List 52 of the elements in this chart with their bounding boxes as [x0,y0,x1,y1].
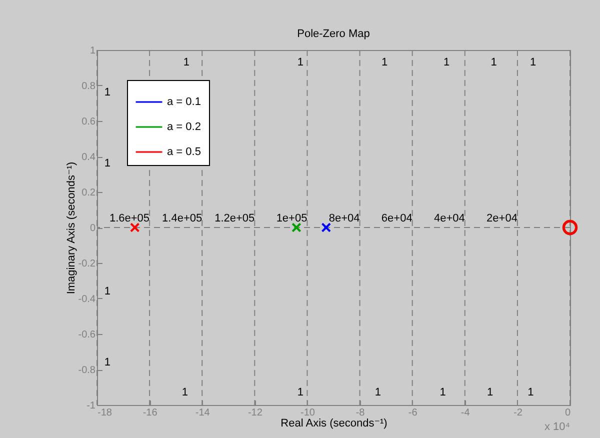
y-tick-label: 0.8 [82,81,96,92]
y-tick-label: -1 [86,400,96,412]
annotation: 1 [104,158,110,170]
annotation: 2e+04 [486,212,518,224]
x-tick-label: -18 [98,408,112,418]
annotation: 4e+04 [434,212,465,224]
annotation: 1 [183,56,190,68]
text: x 10⁴ [544,420,570,433]
annotation: 8e+04 [328,212,360,224]
legend-label: a = 0.1 [167,96,201,108]
legend-label: a = 0.5 [167,146,201,158]
chart-title: Pole-Zero Map [297,28,370,40]
annotation: 1 [443,56,450,68]
annotation: 6e+04 [381,212,412,224]
y-tick-label: -0.4 [78,294,96,305]
annotation: 1 [487,386,494,399]
annotation: 1 [528,386,534,399]
y-tick-label: -0.2 [78,258,96,270]
x-tick-label: -6 [408,408,418,418]
annotation: 1e+05 [276,212,308,224]
annotation: 1.4e+05 [162,212,202,224]
annotation: 1 [440,386,446,399]
annotation: 1 [104,285,110,298]
y-tick-label: 0.6 [82,116,96,128]
y-axis-title: Imaginary Axis (seconds⁻¹) [65,162,78,294]
y-tick-label: -0.6 [78,330,96,340]
annotation: 1.2e+05 [214,212,255,224]
x-tick-label: -4 [460,408,470,418]
x-tick-label: -14 [195,408,210,418]
annotation: 1 [530,56,536,68]
y-tick-label: -0.8 [78,365,96,376]
x-tick-label: -8 [356,408,366,418]
x-tick-label: -10 [300,408,316,418]
annotation: 1 [297,56,304,68]
annotation: 1.6e+05 [109,212,150,224]
annotation: 1 [104,356,110,368]
y-tick-label: 0.4 [82,152,96,163]
x-tick-label: -16 [142,408,158,418]
annotation: 1 [374,386,382,399]
x-axis-title: Real Axis (seconds⁻¹) [280,418,388,430]
x-tick-label: -12 [248,408,263,418]
y-tick-label: 0.2 [82,188,96,198]
annotation: 1 [490,56,497,68]
x-tick-label: -2 [513,408,523,418]
annotation: 1 [104,86,110,99]
y-tick-label: 1 [90,46,96,56]
legend-label: a = 0.2 [167,121,201,133]
annotation: 1 [382,56,388,68]
annotation: 1 [297,386,304,399]
x-tick-label: 0 [564,408,571,418]
y-tick-label: 0 [90,223,96,234]
annotation: 1 [182,386,188,399]
